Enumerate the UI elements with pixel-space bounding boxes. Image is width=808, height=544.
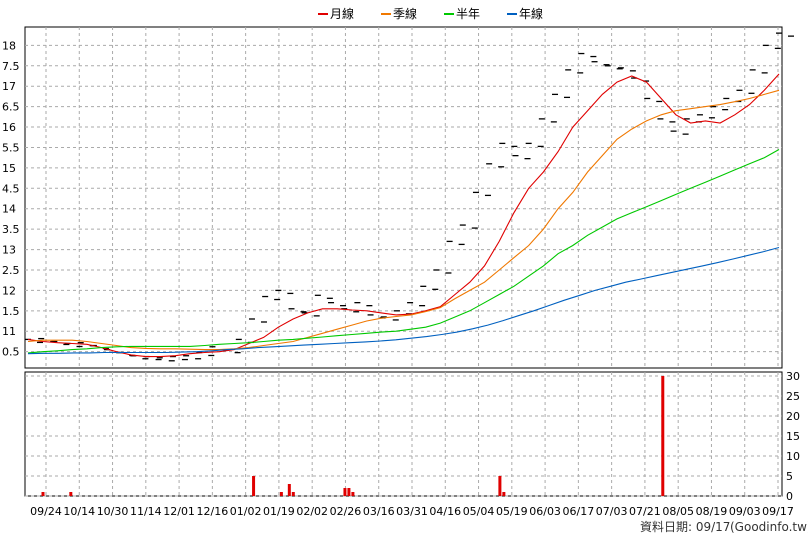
price-tick-label: 3.5 [2,223,20,236]
x-tick-label: 05/04 [463,505,495,518]
price-tick-label: 7.5 [2,60,20,73]
series-line-0 [27,73,780,358]
x-tick-label: 09/17 [762,505,794,518]
legend-label-2: 半年 [456,7,480,21]
price-tick-label: 11 [2,325,16,338]
date-axis: 09/24 10/14 10/30 11/14 12/01 12/16 01/02 01/19… [30,505,794,518]
x-tick-label: 10/30 [97,505,129,518]
volume-bar [279,492,283,496]
x-tick-label: 03/16 [363,505,395,518]
volume-bars [41,376,665,496]
x-tick-label: 05/19 [496,505,528,518]
series-line-1 [27,89,780,351]
volume-tick-label: 30 [786,370,800,383]
price-tick-label: 15 [2,162,16,175]
volume-bar [502,492,506,496]
legend: 月線 季線 半年 年線 [318,6,543,21]
volume-bar [347,488,351,496]
price-tick-label: 0.5 [2,346,20,359]
footer-date: 資料日期: 09/17 [640,520,730,534]
x-tick-label: 10/14 [63,505,95,518]
x-tick-label: 12/16 [197,505,229,518]
x-tick-label: 11/14 [130,505,162,518]
price-tick-label: 16 [2,121,16,134]
x-tick-label: 01/19 [263,505,295,518]
price-tick-label: 6.5 [2,101,20,114]
price-tick-label: 5.5 [2,141,20,154]
x-tick-label: 09/03 [729,505,761,518]
legend-label-3: 年線 [519,6,543,21]
x-tick-label: 09/24 [30,505,62,518]
price-marks [25,32,794,362]
price-tick-label: 2.5 [2,264,20,277]
price-tick-label: 4.5 [2,182,20,195]
volume-bar [287,484,291,496]
x-tick-label: 03/31 [396,505,428,518]
volume-panel-frame [24,371,783,497]
volume-tick-label: 25 [786,390,800,403]
price-tick-label: 1.5 [2,305,20,318]
footer-source: (Goodinfo.tw) [730,520,808,534]
volume-bar [252,476,256,496]
volume-tick-label: 0 [786,490,793,503]
volume-bar [343,488,347,496]
x-tick-label: 06/17 [563,505,595,518]
volume-bar [41,492,45,496]
x-tick-label: 02/26 [330,505,362,518]
x-tick-label: 07/03 [596,505,628,518]
series-line-2 [27,149,780,354]
x-tick-label: 07/21 [629,505,661,518]
volume-bar [69,492,73,496]
volume-tick-label: 10 [786,450,800,463]
volume-tick-label: 15 [786,430,800,443]
price-tick-label: 14 [2,203,16,216]
volume-bar [498,476,502,496]
x-tick-label: 12/01 [163,505,195,518]
volume-axis: 0 5 10 15 20 25 30 [786,370,800,503]
x-tick-label: 04/16 [429,505,461,518]
series-line-3 [27,246,780,355]
price-tick-label: 17 [2,80,16,93]
legend-label-1: 季線 [393,6,417,21]
volume-tick-label: 20 [786,410,800,423]
grid [25,27,782,497]
price-tick-label: 13 [2,244,16,257]
volume-tick-label: 5 [786,470,793,483]
volume-bar [661,376,665,496]
x-tick-label: 06/03 [529,505,561,518]
x-tick-label: 08/19 [696,505,728,518]
volume-bar [291,492,295,496]
volume-bar [351,492,355,496]
price-tick-label: 12 [2,284,16,297]
price-axis: 0.5 11 1.5 12 2.5 13 3.5 14 4.5 15 5.5 16 6.5 17 7.5 18 [2,39,20,358]
moving-average-lines [27,73,780,358]
x-tick-label: 01/02 [230,505,262,518]
legend-label-0: 月線 [330,6,354,21]
price-tick-label: 18 [2,39,16,52]
x-tick-label: 08/05 [662,505,694,518]
price-panel-frame [24,26,783,369]
x-tick-label: 02/02 [296,505,328,518]
